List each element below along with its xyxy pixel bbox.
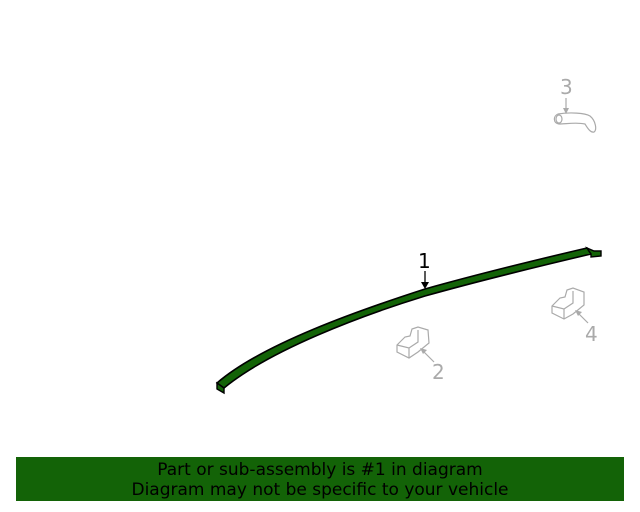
diagram-notice-banner: Part or sub-assembly is #1 in diagram Di… [16,457,624,501]
part-1-molding[interactable] [215,246,602,395]
part-2-clip[interactable] [396,326,430,359]
svg-text:2: 2 [432,360,445,384]
svg-text:3: 3 [560,75,573,99]
callout-4: 4 [575,310,598,346]
banner-line-2: Diagram may not be specific to your vehi… [131,480,509,500]
callout-1: 1 [418,249,431,289]
banner-line-1: Part or sub-assembly is #1 in diagram [157,460,483,480]
part-3-clip[interactable] [553,112,597,133]
svg-text:4: 4 [585,322,598,346]
callout-3: 3 [560,75,573,114]
callout-2: 2 [420,348,445,384]
svg-text:1: 1 [418,249,431,273]
part-4-clip[interactable] [551,287,585,320]
